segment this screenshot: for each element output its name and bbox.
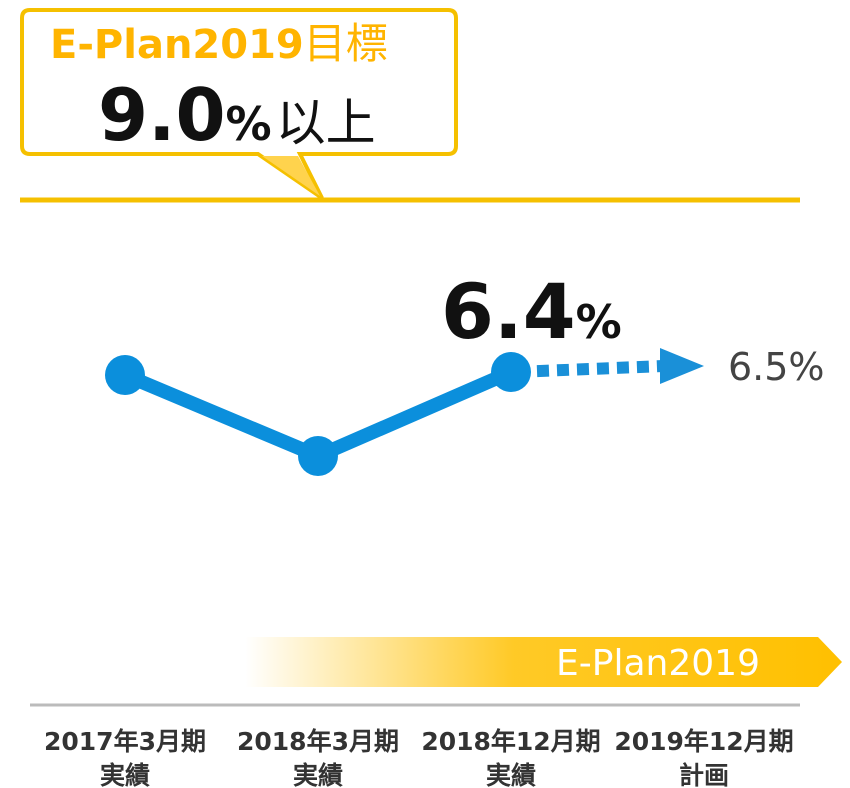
- callout-tail: [262, 156, 320, 196]
- banner-label: E-Plan2019: [556, 643, 760, 684]
- callout-unit: %: [226, 97, 272, 151]
- callout-suffix: 以上: [276, 94, 376, 152]
- x-tick-label: 計画: [679, 761, 729, 788]
- plan-line: [536, 360, 665, 378]
- value-label: 6.5%: [728, 345, 825, 389]
- value-label: 6.4: [441, 267, 576, 356]
- point: [105, 355, 145, 395]
- x-tick-label: 2018年12月期: [421, 727, 600, 756]
- x-tick-label: 2017年3月期: [44, 727, 206, 756]
- banner: [245, 637, 842, 687]
- x-tick-label: 2019年12月期: [614, 727, 793, 756]
- x-tick-label: 2018年3月期: [237, 727, 399, 756]
- callout-box: [20, 8, 458, 200]
- point: [298, 436, 338, 476]
- callout-title: E-Plan2019: [50, 22, 304, 68]
- callout-value: 9.0: [98, 73, 226, 157]
- x-tick-label: 実績: [100, 761, 150, 788]
- x-tick-label: 実績: [486, 761, 536, 788]
- callout-title: E-Plan2019目標: [50, 19, 388, 68]
- value-unit: %: [576, 295, 622, 349]
- callout-value: 9.0%以上: [98, 73, 376, 157]
- value-label: 6.4%: [441, 267, 622, 356]
- plan-arrow: [660, 348, 704, 384]
- x-tick-label: 実績: [293, 761, 343, 788]
- callout-title-suffix: 目標: [304, 19, 388, 68]
- point: [491, 352, 531, 392]
